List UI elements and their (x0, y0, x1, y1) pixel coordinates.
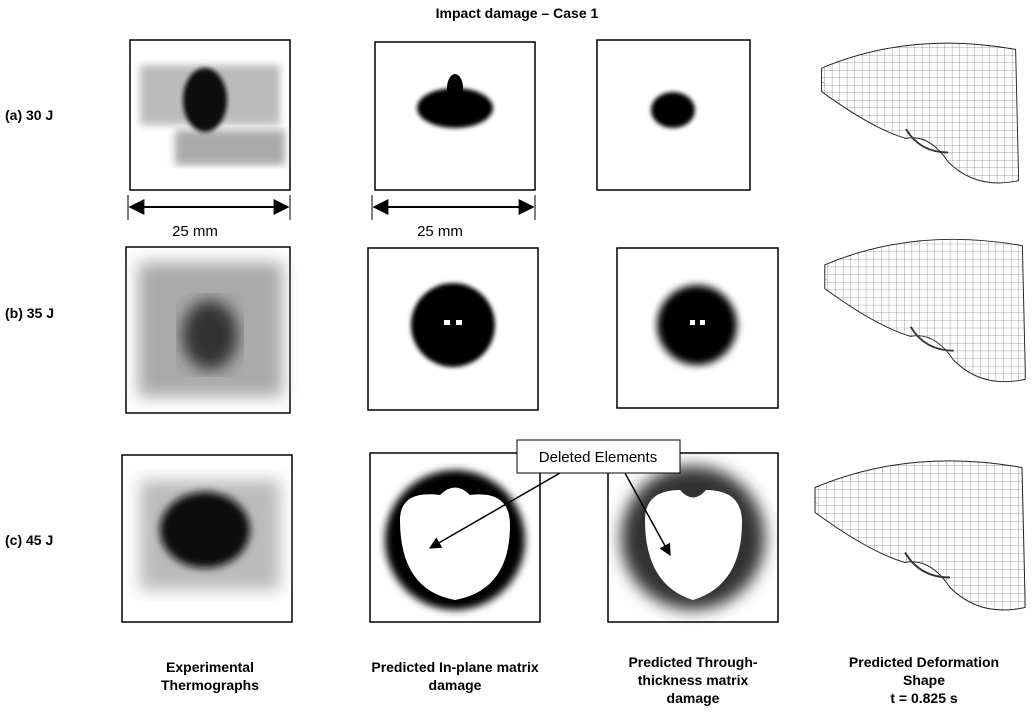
scale-label: 25 mm (417, 223, 463, 240)
page: Impact damage – Case 1 (a) 30 J (b) 35 J… (0, 0, 1034, 716)
column-label: thickness matrix (638, 672, 749, 688)
column-label: Experimental (166, 659, 254, 675)
in-plane-damage (375, 42, 535, 190)
deformation-shape (825, 239, 1025, 381)
callout: Deleted Elements (539, 449, 657, 466)
figure-title: Impact damage – Case 1 (436, 5, 599, 21)
deformation-shape (815, 461, 1025, 610)
row-label: (c) 45 J (5, 532, 53, 548)
through-thickness-damage (608, 453, 778, 622)
scale-label: 25 mm (172, 223, 218, 240)
column-label: Predicted In-plane matrix (371, 659, 538, 675)
row-label: (b) 35 J (5, 305, 54, 321)
through-thickness-damage (597, 40, 750, 190)
column-label: t = 0.825 s (890, 690, 958, 706)
column-label: Shape (903, 672, 945, 688)
thermograph (122, 455, 292, 622)
thermograph (130, 40, 290, 190)
column-label: Thermographs (161, 677, 259, 693)
deformation-shape (822, 43, 1019, 183)
column-label: damage (667, 690, 720, 706)
in-plane-damage (370, 453, 540, 622)
column-label: Predicted Deformation (849, 654, 999, 670)
thermograph (126, 247, 290, 413)
scale-bar (128, 195, 535, 220)
in-plane-damage (368, 248, 538, 410)
figure: Impact damage – Case 1 (a) 30 J (b) 35 J… (0, 0, 1034, 716)
column-label: damage (429, 677, 482, 693)
column-label: Predicted Through- (628, 654, 757, 670)
row-label: (a) 30 J (5, 107, 53, 123)
through-thickness-damage (617, 248, 778, 408)
